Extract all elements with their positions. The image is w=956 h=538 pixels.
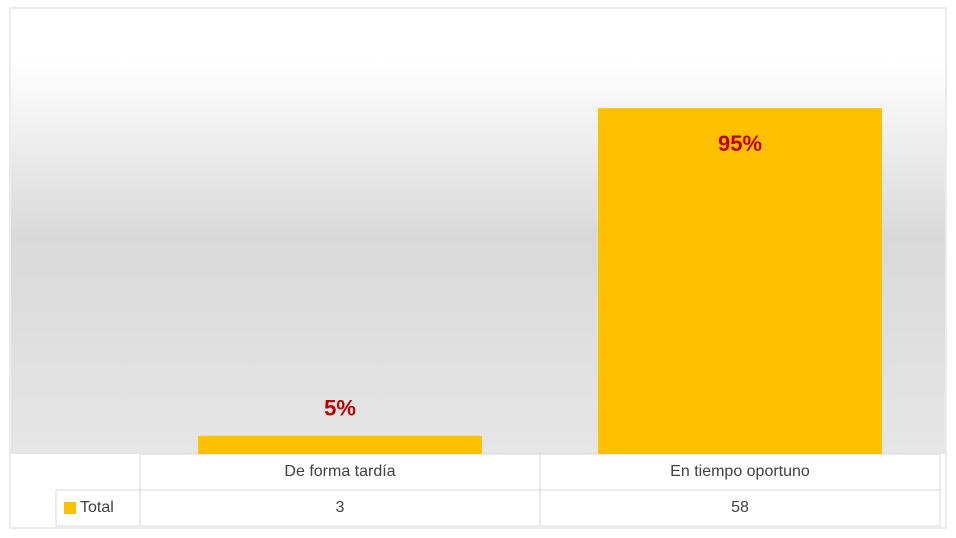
legend-key bbox=[64, 502, 76, 514]
x-category-label: En tiempo oportuno bbox=[670, 463, 810, 480]
data-label: 95% bbox=[718, 131, 762, 156]
data-label: 5% bbox=[324, 396, 356, 421]
legend-label: Total bbox=[80, 499, 114, 516]
x-category-label: De forma tardía bbox=[284, 463, 395, 480]
bar bbox=[598, 108, 882, 454]
data-table-grid bbox=[55, 453, 941, 527]
bar bbox=[198, 435, 482, 454]
table-value: 58 bbox=[731, 499, 749, 516]
table-value: 3 bbox=[336, 499, 345, 516]
